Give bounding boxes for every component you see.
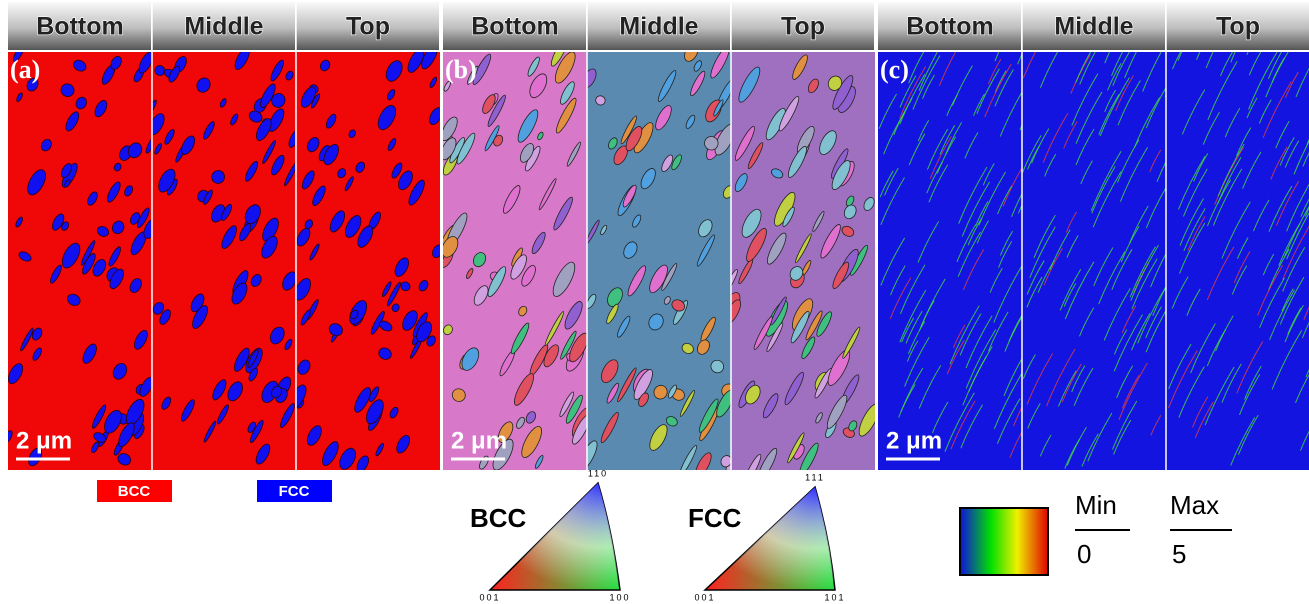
- corner-label: 001: [479, 592, 500, 602]
- map-background: [878, 52, 1022, 470]
- scale-bar-label: 2 μm: [451, 427, 507, 454]
- map-column: [718, 52, 883, 484]
- map-background: [1166, 52, 1309, 470]
- column-header: Middle: [1054, 13, 1133, 41]
- min-value: 0: [1077, 539, 1091, 569]
- ipf-phase: BCC: [470, 503, 527, 533]
- column-header: Middle: [184, 13, 263, 41]
- column-header: Bottom: [471, 13, 558, 41]
- corner-label: 111: [805, 472, 825, 482]
- map-column: [1022, 9, 1180, 470]
- map-column: [287, 42, 445, 473]
- scale-bar-label: 2 μm: [16, 427, 72, 454]
- panel-label: (c): [880, 55, 909, 84]
- map-background: [296, 52, 440, 470]
- max-label: Max: [1170, 490, 1219, 520]
- panels: Bottom Middle Top (a) 2 μm Bottom Middle Top (b)…: [2, 2, 1309, 484]
- column-header: Bottom: [906, 13, 993, 41]
- panel: Bottom Middle Top (b) 2 μm: [434, 2, 883, 484]
- corner-label: 110: [588, 468, 608, 478]
- ipf-phase: FCC: [688, 503, 742, 533]
- column-header: Top: [781, 13, 825, 41]
- kam-legend: Min 0 Max 5: [960, 490, 1232, 575]
- bcc-label: BCC: [118, 483, 151, 500]
- corner-label: 101: [824, 592, 845, 602]
- panel: Bottom Middle Top (a) 2 μm: [2, 2, 445, 473]
- panel: Bottom Middle Top (c) 2 μm: [878, 2, 1309, 470]
- ipf-bcc: BCC 110 001 100: [470, 468, 631, 602]
- max-value: 5: [1172, 539, 1186, 569]
- column-header: Top: [1216, 13, 1260, 41]
- column-header: Middle: [619, 13, 698, 41]
- panel-label: (a): [10, 55, 40, 84]
- map-column: [1166, 7, 1309, 470]
- column-header: Top: [346, 13, 390, 41]
- figure: Bottom Middle Top (a) 2 μm Bottom Middle Top (b)…: [0, 0, 1309, 604]
- scale-bar-label: 2 μm: [886, 427, 942, 454]
- fcc-label: FCC: [279, 483, 310, 500]
- map-column: [146, 46, 303, 470]
- corner-label: 001: [694, 592, 715, 602]
- column-header: Bottom: [36, 13, 123, 41]
- kam-colorbar: [960, 508, 1048, 575]
- panel-label: (b): [445, 55, 477, 84]
- map-column: [2, 42, 161, 470]
- corner-label: 100: [609, 592, 630, 602]
- map-column: [575, 42, 739, 480]
- min-label: Min: [1075, 490, 1117, 520]
- map-column: [434, 36, 596, 473]
- ipf-fcc: FCC 111 001 101: [688, 472, 846, 602]
